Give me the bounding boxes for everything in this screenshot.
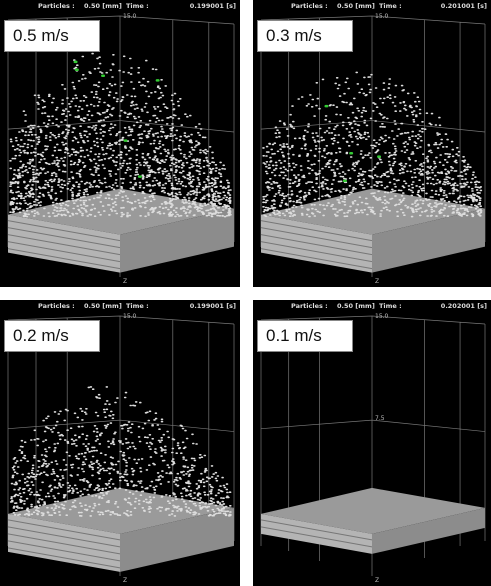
header-particles-label: Particles :	[291, 302, 328, 310]
speed-label: 0.3 m/s	[257, 20, 353, 52]
header-time-value: 0.202001 [s]	[441, 302, 487, 310]
figure: Particles : 0.50 [mm] Time : 0.199001 [s] 15…	[0, 0, 491, 586]
header-time-value: 0.201001 [s]	[441, 2, 487, 10]
header-time-value: 0.199001 [s]	[190, 2, 236, 10]
axis-bottom-label: Z	[375, 577, 379, 584]
header-time-label: Time :	[126, 302, 149, 310]
speed-label: 0.5 m/s	[4, 20, 100, 52]
sim-panel: Particles : 0.50 [mm] Time : 0.202001 [s] 15…	[253, 300, 491, 586]
axis-top-label: 15.0	[123, 13, 137, 20]
axis-top-label: 15.0	[375, 13, 389, 20]
header-particles-label: Particles :	[291, 2, 328, 10]
axis-mid-label: 7.5	[375, 415, 385, 422]
axis-bottom-label: Z	[375, 278, 379, 285]
sim-panel: Particles : 0.50 [mm] Time : 0.199001 [s] 15…	[0, 0, 240, 287]
axis-bottom-label: Z	[123, 278, 127, 285]
header-particles-value: 0.50 [mm]	[337, 2, 375, 10]
header-time-label: Time :	[379, 2, 402, 10]
speed-label: 0.1 m/s	[257, 320, 353, 352]
header-time-value: 0.199001 [s]	[190, 302, 236, 310]
sim-panel: Particles : 0.50 [mm] Time : 0.201001 [s] 15…	[253, 0, 491, 287]
speed-label: 0.2 m/s	[4, 320, 100, 352]
header-time-label: Time :	[126, 2, 149, 10]
header-particles-value: 0.50 [mm]	[84, 302, 122, 310]
sim-panel: Particles : 0.50 [mm] Time : 0.199001 [s] 15…	[0, 300, 240, 586]
axis-top-label: 15.0	[375, 313, 389, 320]
header-particles-label: Particles :	[38, 302, 75, 310]
header-particles-value: 0.50 [mm]	[337, 302, 375, 310]
header-time-label: Time :	[379, 302, 402, 310]
header-particles-label: Particles :	[38, 2, 75, 10]
axis-bottom-label: Z	[123, 577, 127, 584]
axis-top-label: 15.0	[123, 313, 137, 320]
header-particles-value: 0.50 [mm]	[84, 2, 122, 10]
